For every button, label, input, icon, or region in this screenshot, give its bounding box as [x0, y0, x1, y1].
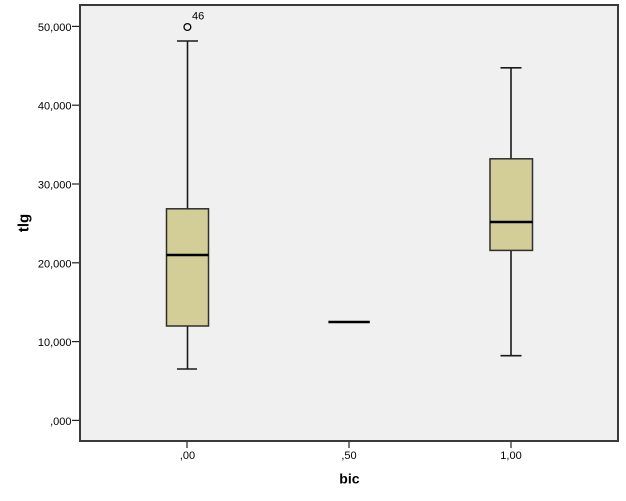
svg-text:50,000: 50,000: [38, 22, 72, 34]
svg-text:20,000: 20,000: [38, 258, 72, 270]
svg-text:40,000: 40,000: [38, 101, 72, 113]
svg-text:30,000: 30,000: [38, 180, 72, 192]
svg-text:,00: ,00: [180, 450, 195, 462]
svg-text:,50: ,50: [341, 450, 356, 462]
svg-text:tlg: tlg: [15, 214, 32, 232]
svg-text:46: 46: [192, 11, 204, 23]
svg-text:bic: bic: [339, 471, 359, 487]
svg-text:,000: ,000: [50, 416, 71, 428]
svg-text:1,00: 1,00: [500, 450, 521, 462]
svg-text:10,000: 10,000: [38, 337, 72, 349]
